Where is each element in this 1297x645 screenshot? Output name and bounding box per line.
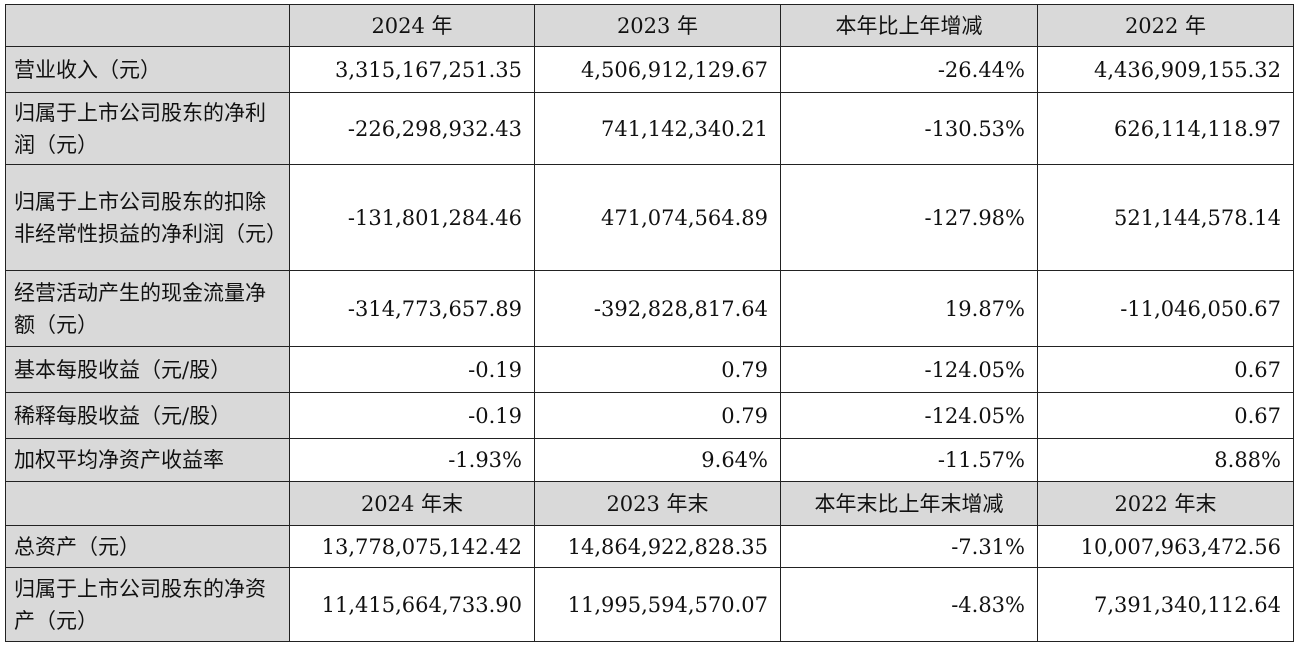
row-label: 基本每股收益（元/股） (5, 346, 290, 393)
value-cell: -1.93% (289, 438, 535, 482)
row-label: 总资产（元） (5, 525, 290, 568)
table-row: 经营活动产生的现金流量净额（元） -314,773,657.89 -392,82… (5, 270, 1294, 347)
row-label: 加权平均净资产收益率 (5, 438, 290, 482)
value-cell: 471,074,564.89 (534, 164, 781, 271)
value-cell: -11.57% (780, 438, 1038, 482)
table-row: 归属于上市公司股东的净资产（元） 11,415,664,733.90 11,99… (5, 567, 1294, 642)
table-row: 加权平均净资产收益率 -1.93% 9.64% -11.57% 8.88% (5, 438, 1294, 482)
value-cell: -4.83% (780, 567, 1038, 642)
value-cell: 4,436,909,155.32 (1037, 46, 1294, 93)
value-cell: -26.44% (780, 46, 1038, 93)
value-cell: 19.87% (780, 270, 1038, 347)
value-cell: -124.05% (780, 392, 1038, 439)
value-cell: 3,315,167,251.35 (289, 46, 535, 93)
table-row: 归属于上市公司股东的净利润（元） -226,298,932.43 741,142… (5, 92, 1294, 165)
value-cell: 8.88% (1037, 438, 1294, 482)
value-cell: 4,506,912,129.67 (534, 46, 781, 93)
header-2022: 2022 年 (1037, 4, 1294, 47)
value-cell: -0.19 (289, 346, 535, 393)
value-cell: 11,995,594,570.07 (534, 567, 781, 642)
row-label: 归属于上市公司股东的净利润（元） (5, 92, 290, 165)
value-cell: -11,046,050.67 (1037, 270, 1294, 347)
row-label: 归属于上市公司股东的扣除非经常性损益的净利润（元） (5, 164, 290, 271)
value-cell: -226,298,932.43 (289, 92, 535, 165)
value-cell: -7.31% (780, 525, 1038, 568)
header-change: 本年比上年增减 (780, 4, 1038, 47)
header-corner-cell (5, 4, 290, 47)
value-cell: 11,415,664,733.90 (289, 567, 535, 642)
value-cell: 626,114,118.97 (1037, 92, 1294, 165)
value-cell: 10,007,963,472.56 (1037, 525, 1294, 568)
value-cell: -127.98% (780, 164, 1038, 271)
table-row: 基本每股收益（元/股） -0.19 0.79 -124.05% 0.67 (5, 346, 1294, 393)
row-label: 经营活动产生的现金流量净额（元） (5, 270, 290, 347)
table-row: 稀释每股收益（元/股） -0.19 0.79 -124.05% 0.67 (5, 392, 1294, 439)
row-label: 稀释每股收益（元/股） (5, 392, 290, 439)
value-cell: -0.19 (289, 392, 535, 439)
value-cell: 13,778,075,142.42 (289, 525, 535, 568)
value-cell: 0.67 (1037, 392, 1294, 439)
value-cell: -314,773,657.89 (289, 270, 535, 347)
value-cell: -124.05% (780, 346, 1038, 393)
value-cell: 0.67 (1037, 346, 1294, 393)
value-cell: 14,864,922,828.35 (534, 525, 781, 568)
header-2024: 2024 年 (289, 4, 535, 47)
row-label: 营业收入（元） (5, 46, 290, 93)
table-row: 营业收入（元） 3,315,167,251.35 4,506,912,129.6… (5, 46, 1294, 93)
value-cell: -131,801,284.46 (289, 164, 535, 271)
header-2024-end: 2024 年末 (289, 481, 535, 526)
header-row-annual: 2024 年 2023 年 本年比上年增减 2022 年 (5, 4, 1294, 47)
financial-summary-table: 2024 年 2023 年 本年比上年增减 2022 年 营业收入（元） 3,3… (5, 4, 1294, 642)
value-cell: -130.53% (780, 92, 1038, 165)
header-row-year-end: 2024 年末 2023 年末 本年末比上年末增减 2022 年末 (5, 481, 1294, 526)
header-corner-cell (5, 481, 290, 526)
header-change-end: 本年末比上年末增减 (780, 481, 1038, 526)
table-row: 归属于上市公司股东的扣除非经常性损益的净利润（元） -131,801,284.4… (5, 164, 1294, 271)
header-2022-end: 2022 年末 (1037, 481, 1294, 526)
value-cell: -392,828,817.64 (534, 270, 781, 347)
row-label: 归属于上市公司股东的净资产（元） (5, 567, 290, 642)
table-row: 总资产（元） 13,778,075,142.42 14,864,922,828.… (5, 525, 1294, 568)
header-2023: 2023 年 (534, 4, 781, 47)
value-cell: 521,144,578.14 (1037, 164, 1294, 271)
value-cell: 0.79 (534, 346, 781, 393)
value-cell: 7,391,340,112.64 (1037, 567, 1294, 642)
value-cell: 9.64% (534, 438, 781, 482)
value-cell: 741,142,340.21 (534, 92, 781, 165)
value-cell: 0.79 (534, 392, 781, 439)
header-2023-end: 2023 年末 (534, 481, 781, 526)
